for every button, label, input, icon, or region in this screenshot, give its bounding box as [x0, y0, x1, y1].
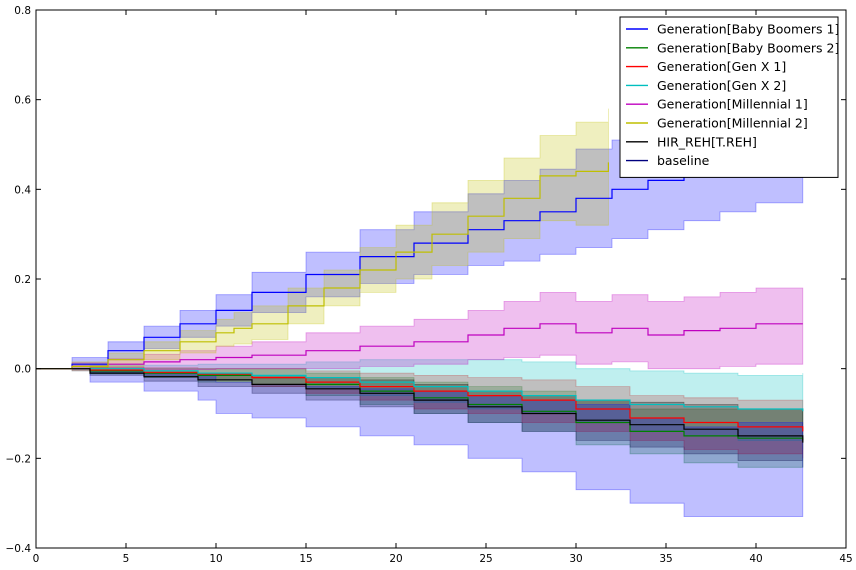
y-tick-label: 0.6 [14, 95, 31, 107]
x-tick-label: 0 [33, 553, 40, 565]
series-line-3 [36, 368, 804, 412]
legend-label: baseline [657, 153, 710, 168]
confidence-band-1 [36, 367, 804, 468]
legend-label: Generation[Baby Boomers 1] [657, 22, 839, 37]
legend-label: Generation[Gen X 1] [657, 59, 786, 74]
x-tick-label: 35 [659, 553, 672, 565]
series-line-4 [36, 323, 803, 370]
y-tick-label: 0.4 [14, 184, 31, 196]
y-tick-label: −0.2 [6, 453, 32, 465]
x-tick-label: 25 [479, 553, 492, 565]
y-tick-label: 0.2 [14, 274, 31, 286]
x-tick-label: 20 [389, 553, 402, 565]
y-tick-label: 0.0 [14, 364, 31, 376]
legend-label: Generation[Millennial 1] [657, 97, 808, 112]
x-tick-label: 30 [569, 553, 582, 565]
legend-box [619, 16, 839, 178]
legend-label: Generation[Baby Boomers 2] [657, 40, 839, 55]
y-tick-label: −0.4 [6, 543, 32, 555]
confidence-band-4 [36, 287, 804, 371]
x-tick-label: 40 [749, 553, 762, 565]
legend-label: HIR_REH[T.REH] [657, 134, 757, 149]
x-tick-label: 5 [123, 553, 130, 565]
axes: 0 5 10 15 20 25 30 35 40 45 −0.4 −0.2 0.0 0.2 0.4 0.6 0.… [6, 5, 853, 565]
y-tick-label: 0.8 [14, 5, 31, 17]
x-tick-label: 45 [839, 553, 852, 565]
series-line-6 [36, 368, 804, 443]
series-line-2 [36, 368, 804, 432]
legend-label: Generation[Gen X 2] [657, 78, 786, 93]
x-tick-label: 15 [299, 553, 312, 565]
legend: Generation[Baby Boomers 1] Generation[Bab… [619, 16, 839, 178]
x-tick-label: 10 [209, 553, 222, 565]
legend-label: Generation[Millennial 2] [657, 116, 808, 131]
series-line-5 [36, 162, 609, 370]
